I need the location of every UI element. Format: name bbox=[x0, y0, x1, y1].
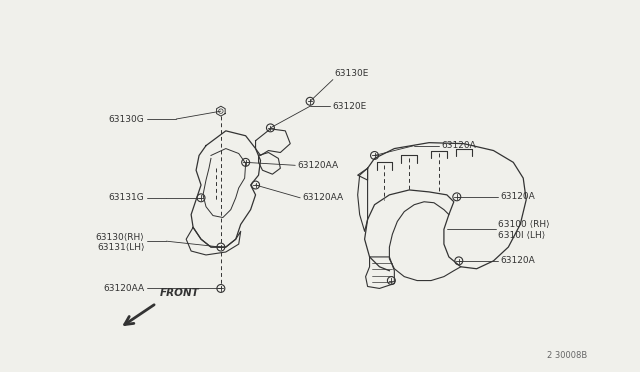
Text: 63120AA: 63120AA bbox=[302, 193, 343, 202]
Text: 63120A: 63120A bbox=[441, 141, 476, 150]
Text: 63131⟨LH⟩: 63131⟨LH⟩ bbox=[97, 243, 145, 251]
Text: 63131G: 63131G bbox=[109, 193, 145, 202]
Text: 63120AA: 63120AA bbox=[104, 284, 145, 293]
Text: 63120A: 63120A bbox=[500, 192, 535, 201]
Text: 6310l ⟨LH⟩: 6310l ⟨LH⟩ bbox=[499, 231, 546, 240]
Text: 63130⟨RH⟩: 63130⟨RH⟩ bbox=[96, 233, 145, 242]
Text: 63120E: 63120E bbox=[332, 102, 366, 111]
Text: 63130G: 63130G bbox=[109, 115, 145, 124]
Text: 63130E: 63130E bbox=[335, 69, 369, 78]
Text: 63120A: 63120A bbox=[500, 256, 535, 265]
Text: 63100 ⟨RH⟩: 63100 ⟨RH⟩ bbox=[499, 220, 550, 229]
Text: 63120AA: 63120AA bbox=[297, 161, 339, 170]
Text: 2 30008B: 2 30008B bbox=[547, 351, 588, 360]
Text: FRONT: FRONT bbox=[159, 288, 199, 298]
